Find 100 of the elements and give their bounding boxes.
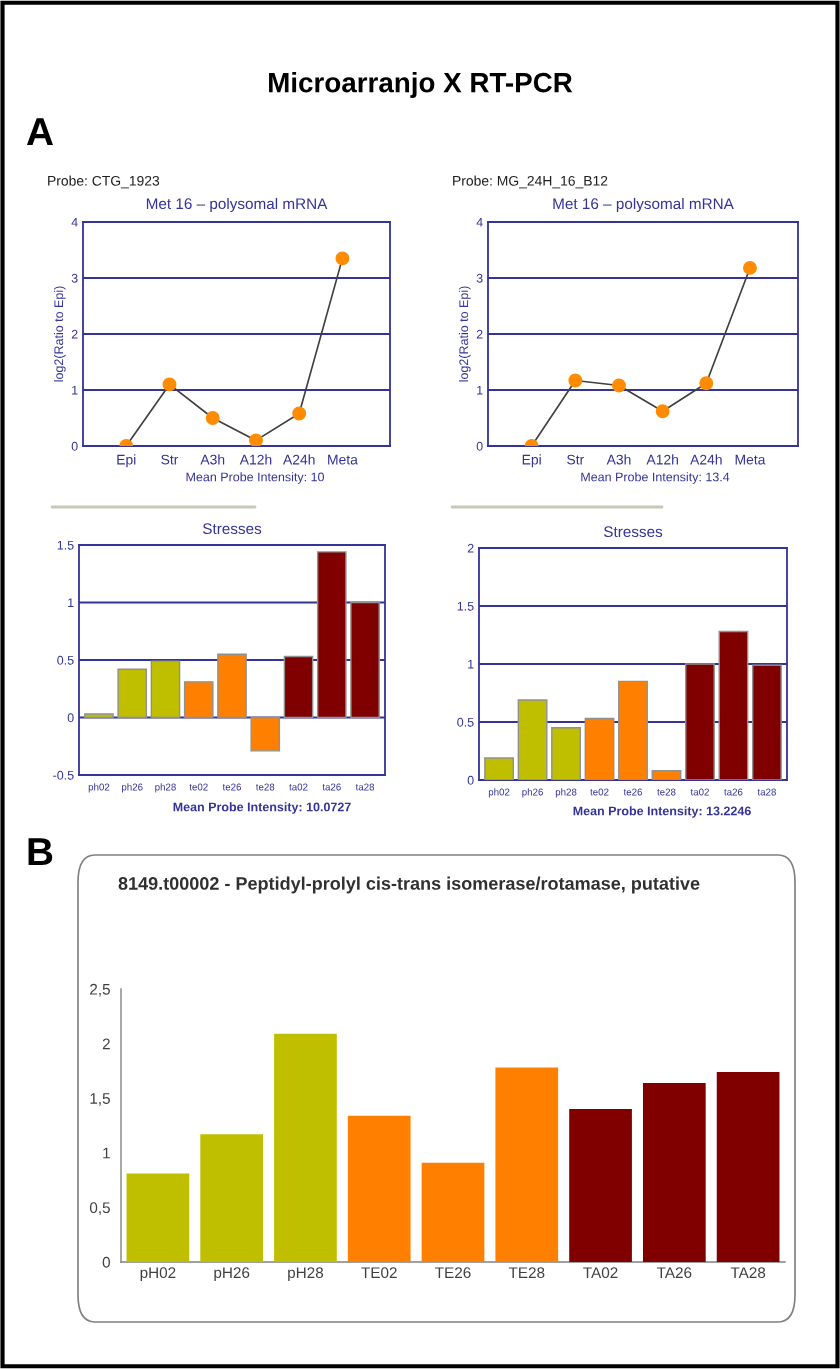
x-tick-label: TE26: [435, 1267, 471, 1279]
y-tick-label: 1.5: [457, 601, 474, 611]
point: [292, 406, 307, 421]
x-tick-label: A24h: [283, 454, 315, 465]
bar: [350, 601, 380, 719]
y-tick-label: 2,5: [90, 983, 110, 997]
x-tick-label: ph28: [155, 783, 176, 793]
point: [655, 404, 670, 419]
bar: [551, 727, 581, 780]
x-tick-label: ph26: [522, 788, 543, 798]
text: B: [28, 838, 53, 866]
x-tick-label: pH02: [140, 1267, 176, 1282]
y-tick-label: 2: [102, 1038, 110, 1050]
point: [568, 373, 583, 388]
text: Mean Probe Intensity: 13.2246: [573, 806, 751, 818]
y-tick-label: -0.5: [53, 770, 74, 780]
chart-title: Stresses: [603, 526, 663, 538]
x-tick-label: TE28: [508, 1267, 545, 1279]
point: [249, 433, 263, 446]
x-tick-label: ta02: [690, 788, 709, 796]
bar: [642, 1082, 706, 1262]
bar: [584, 717, 615, 780]
x-tick-label: Str: [161, 454, 179, 465]
x-tick-label: ta02: [289, 783, 308, 791]
text: Mean Probe Intensity: 10: [186, 472, 324, 484]
x-tick-label: TA28: [730, 1267, 766, 1279]
bar: [250, 716, 281, 752]
x-tick-label: A12h: [646, 454, 678, 465]
y-tick-label: 0.5: [57, 655, 74, 665]
bar: [716, 1071, 780, 1262]
point: [612, 378, 626, 393]
x-tick-label: A24h: [690, 454, 722, 465]
chart-title: 8149.t00002 - Peptidyl-prolyl cis-trans isomerase/rotamase, putative: [118, 876, 700, 894]
x-tick-label: pH28: [288, 1267, 324, 1282]
bar: [183, 681, 214, 719]
y-tick-label: 3: [476, 273, 483, 283]
x-tick-label: te02: [189, 783, 208, 791]
x-tick-label: ph28: [555, 788, 577, 798]
y-tick-label: 2: [71, 329, 78, 339]
bar: [484, 757, 515, 780]
y-tick-label: 1,5: [90, 1093, 110, 1106]
x-tick-label: Meta: [735, 454, 766, 465]
x-tick-label: TE02: [361, 1267, 397, 1279]
point: [162, 377, 177, 392]
bar: [274, 1033, 337, 1262]
bar: [126, 1173, 190, 1262]
bar: [421, 1162, 485, 1262]
x-tick-label: Epi: [117, 454, 136, 468]
x-tick-label: Meta: [328, 454, 358, 465]
y-tick-label: 1: [72, 385, 78, 395]
y-tick-label: 1.5: [57, 540, 74, 550]
point: [205, 411, 220, 425]
y-tick-label: 0.5: [457, 717, 474, 727]
chart-title: Stresses: [202, 523, 262, 535]
bar: [283, 655, 314, 719]
y-tick-label: 4: [71, 217, 78, 227]
y-tick-label: 1: [477, 385, 483, 395]
y-tick-label: 3: [71, 273, 78, 283]
bar: [569, 1109, 632, 1262]
x-tick-label: ph26: [122, 783, 143, 793]
bar: [685, 663, 715, 780]
bar: [117, 668, 148, 719]
bar: [618, 680, 648, 780]
x-tick-label: A3h: [606, 454, 631, 465]
x-tick-label: te28: [255, 783, 275, 791]
y-tick-label: 0: [467, 775, 474, 785]
y-tick-label: 1: [68, 598, 74, 608]
bar: [347, 1115, 411, 1262]
x-tick-label: TA02: [583, 1267, 618, 1279]
x-tick-label: ta26: [724, 788, 743, 796]
y-tick-label: 0: [71, 441, 78, 451]
y-tick-label: 4: [476, 217, 483, 227]
x-tick-label: ph02: [488, 788, 510, 798]
bar: [751, 664, 782, 780]
y-tick-label: 2: [467, 543, 474, 553]
x-tick-label: te26: [222, 783, 242, 791]
bar: [316, 551, 347, 719]
text: A: [26, 118, 54, 146]
chart-subtitle: Probe: MG_24H_16_B12: [453, 175, 608, 189]
chart-subtitle: Probe: CTG_1923: [48, 175, 160, 189]
x-tick-label: A3h: [200, 454, 225, 465]
y-tick-label: 0,5: [89, 1202, 110, 1215]
bar: [651, 770, 682, 780]
bar: [517, 699, 548, 780]
point: [335, 251, 350, 266]
y-axis-title: log2(Ratio to Epi): [53, 286, 66, 382]
x-tick-label: te28: [657, 788, 676, 796]
x-tick-label: Epi: [522, 454, 541, 468]
x-tick-label: te02: [590, 788, 609, 796]
point: [743, 260, 757, 275]
x-tick-label: Str: [567, 454, 584, 465]
bar: [84, 713, 114, 719]
chart-title: Met 16 – polysomal mRNA: [553, 197, 734, 213]
y-tick-label: 1: [103, 1147, 110, 1159]
bar: [718, 630, 749, 780]
y-tick-label: 0: [476, 441, 483, 451]
bar: [200, 1134, 264, 1262]
x-tick-label: ta28: [355, 783, 375, 791]
x-tick-label: ta28: [757, 788, 776, 796]
x-tick-label: ph02: [88, 783, 110, 793]
